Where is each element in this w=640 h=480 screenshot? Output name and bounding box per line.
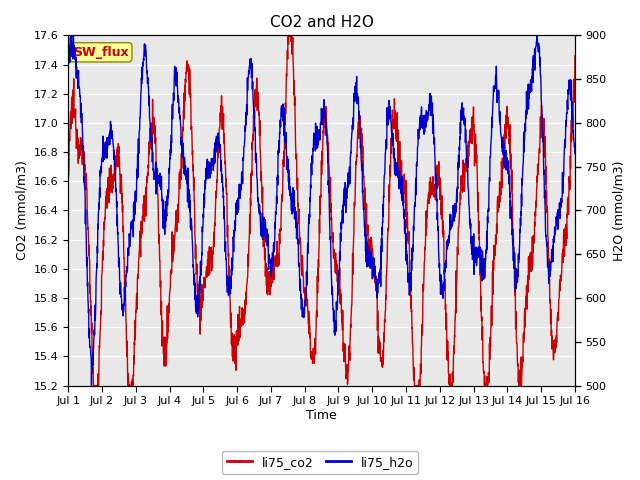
- li75_h2o: [571, 151, 579, 156]
- li75_co2: [557, 276, 564, 282]
- li75_co2: [90, 383, 97, 388]
- li75_h2o: [91, 332, 99, 337]
- li75_h2o: [67, 33, 75, 38]
- li75_h2o: [464, 160, 472, 166]
- li75_h2o: [64, 73, 72, 79]
- li75_h2o: [311, 134, 319, 140]
- li75_co2: [64, 186, 72, 192]
- X-axis label: Time: Time: [306, 409, 337, 422]
- li75_co2: [298, 269, 305, 275]
- li75_co2: [571, 53, 579, 59]
- Line: li75_h2o: li75_h2o: [68, 36, 575, 385]
- li75_co2: [464, 143, 472, 148]
- Y-axis label: H2O (mmol/m3): H2O (mmol/m3): [612, 160, 625, 261]
- Y-axis label: CO2 (mmol/m3): CO2 (mmol/m3): [15, 160, 28, 261]
- li75_co2: [284, 33, 292, 38]
- li75_h2o: [557, 204, 564, 210]
- li75_h2o: [557, 196, 564, 202]
- li75_h2o: [88, 383, 95, 388]
- li75_co2: [557, 273, 564, 278]
- Title: CO2 and H2O: CO2 and H2O: [269, 15, 374, 30]
- li75_co2: [90, 383, 98, 388]
- Legend: li75_co2, li75_h2o: li75_co2, li75_h2o: [221, 451, 419, 474]
- li75_h2o: [298, 295, 305, 301]
- Text: SW_flux: SW_flux: [73, 46, 129, 59]
- li75_co2: [311, 337, 319, 343]
- Line: li75_co2: li75_co2: [68, 36, 575, 385]
